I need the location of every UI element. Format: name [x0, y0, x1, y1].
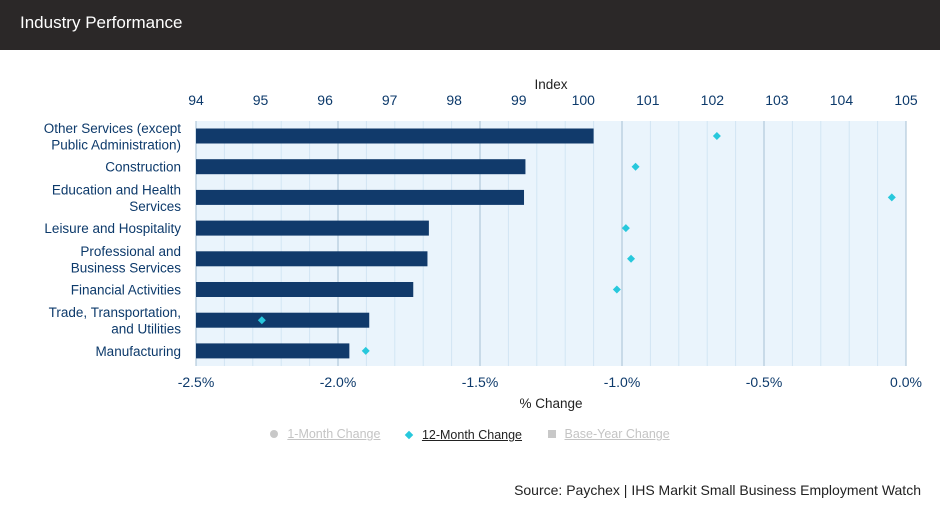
bottom-axis-title: % Change: [519, 396, 582, 411]
data-point-marker: [612, 285, 621, 294]
category-label-line: and Utilities: [111, 322, 181, 337]
data-bar: [196, 343, 350, 359]
legend-item-1-month-change[interactable]: 1-Month Change: [270, 427, 380, 441]
data-bar: [196, 220, 429, 236]
category-label-line: Services: [129, 199, 181, 214]
category-label: Construction: [105, 160, 181, 175]
header-bar: Industry Performance: [0, 0, 940, 50]
category-label-line: Other Services (except: [44, 121, 182, 136]
top-axis-tick-label: 102: [701, 92, 725, 108]
data-point-marker: [361, 346, 370, 355]
data-point-marker: [712, 132, 721, 140]
category-label: Professional and Business Services: [71, 244, 182, 275]
data-bar: [196, 128, 594, 144]
industry-performance-chart: Other Services (except Public Administrat…: [44, 77, 922, 411]
chart-legend: 1-Month Change 12-Month Change Base-Year…: [0, 427, 940, 442]
plot-background: [196, 121, 906, 366]
data-point-marker: [887, 193, 896, 202]
top-axis-tick-label: 100: [572, 92, 596, 108]
source-note: Source: Paychex | IHS Markit Small Busin…: [514, 482, 921, 498]
legend-label: 1-Month Change: [287, 427, 381, 441]
circle-marker-icon: [270, 430, 279, 438]
category-label: Leisure and Hospitality: [44, 221, 181, 236]
top-axis-tick-label: 97: [382, 92, 398, 108]
top-axis-tick-label: 99: [511, 92, 527, 108]
category-label: Education and Health Services: [52, 182, 181, 214]
category-label-line: Public Administration): [51, 138, 181, 153]
data-bar: [196, 312, 370, 328]
top-axis-tick-label: 94: [188, 92, 204, 108]
legend-label: Base-Year Change: [564, 427, 670, 441]
category-label: Trade, Transportation, and Utilities: [49, 305, 182, 337]
bottom-axis-tick-label: -1.5%: [462, 374, 499, 390]
top-axis-tick-label: 95: [253, 92, 269, 108]
diamond-marker-icon: [404, 430, 414, 440]
top-axis-tick-label: 101: [636, 92, 660, 108]
top-axis-tick-label: 105: [894, 92, 918, 108]
data-point-marker: [257, 316, 266, 325]
legend-label: 12-Month Change: [421, 428, 523, 442]
page-title: Industry Performance: [20, 13, 183, 32]
bottom-axis-tick-label: -0.5%: [746, 374, 783, 390]
bottom-axis-tick-label: -2.5%: [178, 374, 215, 390]
bottom-axis-tick-label: -1.0%: [604, 374, 641, 390]
category-label-line: Trade, Transportation,: [49, 305, 181, 320]
bottom-axis-tick-label: 0.0%: [890, 374, 922, 390]
category-label-line: Professional and: [80, 244, 181, 259]
top-axis-tick-label: 98: [446, 92, 462, 108]
data-bar: [196, 282, 414, 297]
top-axis-tick-label: 104: [830, 92, 854, 108]
data-point-marker: [631, 162, 640, 171]
category-label: Manufacturing: [95, 344, 181, 359]
top-axis-title: Index: [534, 77, 567, 92]
data-bar: [196, 189, 525, 205]
legend-item-12-month-change[interactable]: 12-Month Change: [404, 428, 523, 442]
top-axis-tick-label: 103: [765, 92, 789, 108]
category-label: Other Services (except Public Administrat…: [44, 121, 182, 153]
square-marker-icon: [547, 430, 556, 438]
category-label-line: Business Services: [71, 260, 182, 275]
bottom-axis-tick-label: -2.0%: [320, 374, 357, 390]
data-bar: [196, 159, 526, 175]
data-point-marker: [621, 224, 630, 233]
legend-item-base-year-change[interactable]: Base-Year Change: [547, 427, 670, 441]
top-axis-tick-label: 96: [317, 92, 333, 108]
category-label: Financial Activities: [71, 283, 182, 298]
category-label-line: Education and Health: [52, 182, 181, 197]
data-bar: [196, 251, 428, 267]
